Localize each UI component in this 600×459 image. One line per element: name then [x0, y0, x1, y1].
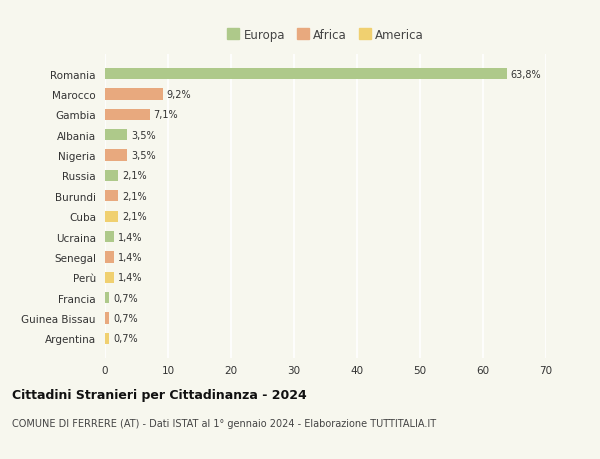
Legend: Europa, Africa, America: Europa, Africa, America	[222, 24, 429, 46]
Bar	[105, 150, 127, 161]
Bar	[105, 292, 109, 303]
Text: 63,8%: 63,8%	[511, 69, 541, 79]
Text: Cittadini Stranieri per Cittadinanza - 2024: Cittadini Stranieri per Cittadinanza - 2…	[12, 388, 307, 401]
Text: 0,7%: 0,7%	[113, 293, 138, 303]
Text: 0,7%: 0,7%	[113, 313, 138, 323]
Bar	[105, 110, 150, 121]
Text: COMUNE DI FERRERE (AT) - Dati ISTAT al 1° gennaio 2024 - Elaborazione TUTTITALIA: COMUNE DI FERRERE (AT) - Dati ISTAT al 1…	[12, 418, 436, 428]
Bar	[105, 333, 109, 344]
Bar	[105, 89, 163, 101]
Bar	[105, 170, 118, 182]
Text: 1,4%: 1,4%	[118, 252, 142, 263]
Bar	[105, 272, 114, 283]
Text: 0,7%: 0,7%	[113, 334, 138, 344]
Text: 2,1%: 2,1%	[122, 171, 146, 181]
Text: 3,5%: 3,5%	[131, 130, 155, 140]
Bar	[105, 313, 109, 324]
Bar	[105, 211, 118, 222]
Text: 1,4%: 1,4%	[118, 232, 142, 242]
Text: 2,1%: 2,1%	[122, 212, 146, 222]
Bar	[105, 69, 507, 80]
Text: 3,5%: 3,5%	[131, 151, 155, 161]
Text: 7,1%: 7,1%	[154, 110, 178, 120]
Bar	[105, 231, 114, 243]
Bar	[105, 252, 114, 263]
Bar	[105, 130, 127, 141]
Text: 1,4%: 1,4%	[118, 273, 142, 283]
Text: 9,2%: 9,2%	[167, 90, 191, 100]
Bar	[105, 191, 118, 202]
Text: 2,1%: 2,1%	[122, 191, 146, 202]
